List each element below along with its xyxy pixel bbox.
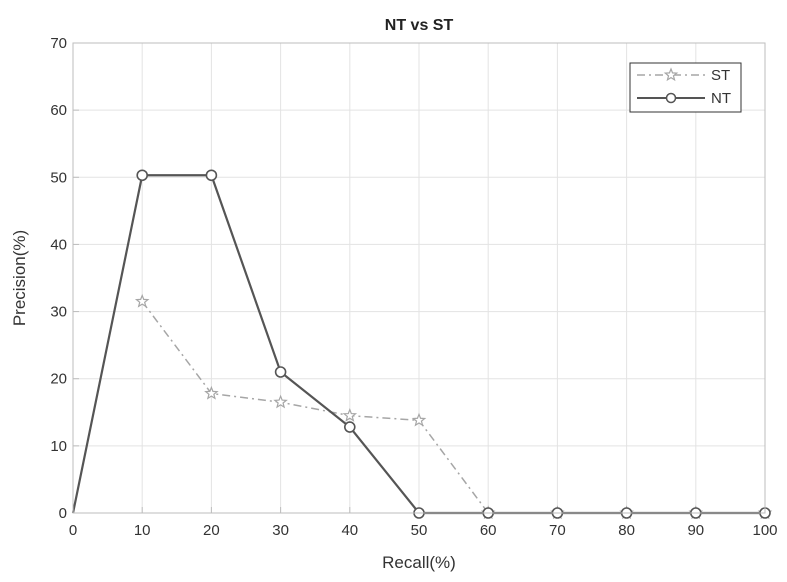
legend-star-marker [663,67,679,82]
x-axis-title: Recall(%) [382,553,456,572]
marker-nt [136,169,148,182]
y-tick-label: 20 [50,371,67,388]
x-tick-label: 20 [203,522,220,539]
y-tick-label: 70 [50,35,67,52]
marker-nt [274,366,287,378]
legend-label-st: ST [711,67,730,84]
legend-label-nt: NT [711,90,731,107]
x-tick-label: 30 [272,522,289,539]
marker-st [134,293,150,308]
x-tick-label: 90 [687,522,704,539]
x-tick-label: 50 [411,522,428,539]
tick-labels: 0 10 20 30 40 50 60 70 80 90 100 0 10 20 30 40 50 60 70 [50,35,777,539]
marker-st [204,385,219,400]
x-tick-label: 40 [341,522,358,539]
x-tick-label: 80 [618,522,635,539]
plot-frame [72,42,766,514]
y-tick-label: 40 [50,236,67,253]
x-tick-label: 100 [752,522,777,539]
marker-nt [205,169,218,182]
y-tick-label: 0 [59,505,67,522]
marker-st [411,412,427,427]
y-tick-label: 60 [50,102,67,119]
y-tick-label: 50 [50,169,67,186]
x-tick-label: 10 [134,522,151,539]
y-tick-label: 10 [50,438,67,455]
y-axis-title: Precision(%) [10,230,29,326]
marker-st [273,394,288,409]
chart-title: NT vs ST [385,17,454,34]
x-tick-label: 70 [549,522,566,539]
legend: ST NT [629,62,742,113]
y-tick-label: 30 [50,304,67,321]
x-tick-label: 0 [69,522,77,539]
legend-box [629,62,742,113]
x-tick-label: 60 [480,522,497,539]
legend-circle-marker [665,92,677,104]
marker-nt [343,421,356,433]
marker-st [342,407,358,422]
